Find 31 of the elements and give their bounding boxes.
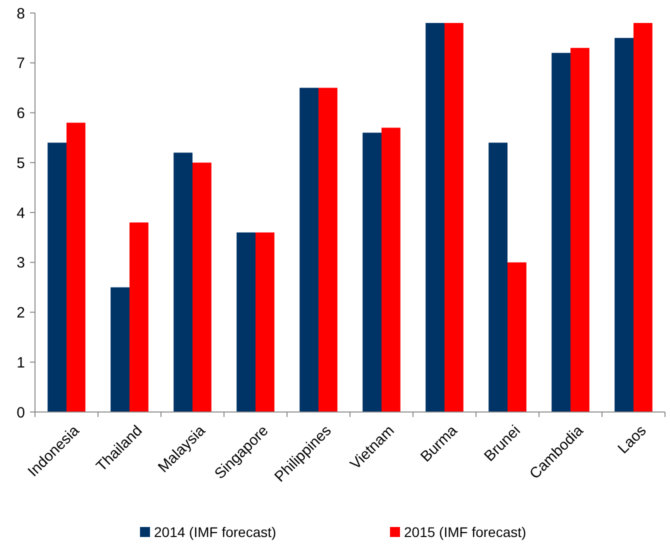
y-tick-label: 2	[16, 304, 25, 322]
legend-label: 2014 (IMF forecast)	[154, 524, 276, 540]
bar	[318, 88, 338, 412]
bar	[362, 132, 382, 412]
bar	[66, 122, 86, 412]
bar	[570, 48, 590, 412]
bar	[426, 22, 444, 412]
y-tick-label: 6	[16, 105, 25, 122]
y-tick-label: 1	[16, 354, 25, 372]
bar	[174, 152, 192, 412]
bar	[552, 52, 570, 412]
bar	[382, 128, 400, 412]
y-tick-label: 8	[16, 5, 25, 22]
y-tick-label: 5	[16, 154, 25, 172]
bar	[300, 88, 318, 412]
bar	[488, 142, 508, 412]
bar	[110, 287, 130, 412]
legend-label: 2015 (IMF forecast)	[404, 524, 526, 540]
bar	[48, 142, 66, 412]
bar	[236, 232, 256, 412]
bar	[130, 222, 148, 412]
bar	[634, 22, 652, 412]
bar	[444, 22, 464, 412]
y-tick-label: 0	[16, 404, 25, 422]
bar	[508, 262, 526, 412]
bar	[192, 162, 212, 412]
bar	[614, 38, 634, 412]
y-tick-label: 4	[16, 204, 25, 222]
y-tick-label: 3	[16, 254, 25, 272]
y-tick-label: 7	[16, 55, 25, 72]
bar	[256, 232, 274, 412]
